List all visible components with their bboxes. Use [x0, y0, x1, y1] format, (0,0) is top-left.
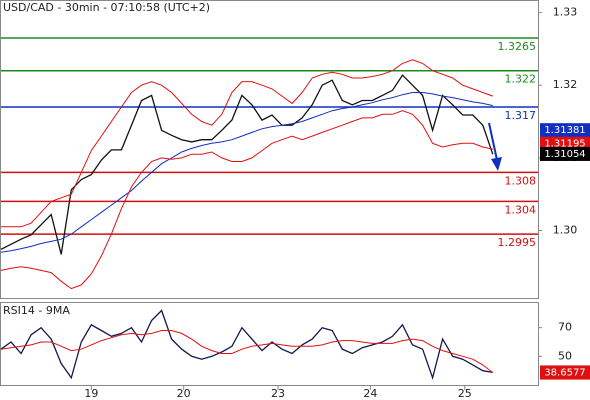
x-tick-label: 19 — [84, 387, 98, 400]
level-label: 1.322 — [505, 73, 537, 86]
y-tick-label: 1.30 — [553, 223, 578, 236]
chart-title: USD/CAD - 30min - 07:10:58 (UTC+2) — [3, 1, 210, 14]
y-tick-label: 50 — [558, 349, 572, 362]
x-tick-label: 24 — [363, 387, 377, 400]
series-line — [0, 330, 494, 373]
series-line — [0, 74, 494, 255]
price-label-box — [540, 365, 590, 380]
price-label: 1.31195 — [544, 139, 585, 150]
x-tick-label: 23 — [271, 387, 285, 400]
trend-arrow — [488, 122, 498, 161]
series-line — [1, 59, 493, 228]
price-label: 38.6577 — [544, 368, 585, 379]
level-label: 1.317 — [505, 109, 537, 122]
y-tick-label: 70 — [558, 321, 572, 334]
price-label: 1.31381 — [544, 125, 585, 136]
level-label: 1.304 — [505, 203, 537, 216]
price-label-box — [540, 123, 590, 138]
series-line — [0, 309, 493, 381]
price-label-box — [540, 146, 590, 161]
series-line — [0, 92, 493, 253]
level-label: 1.308 — [505, 174, 537, 187]
price-panel — [0, 0, 539, 299]
price-label: 1.31054 — [544, 149, 585, 160]
x-tick-label: 25 — [458, 387, 472, 400]
trend-arrow-head — [491, 157, 502, 171]
level-label: 1.2995 — [498, 236, 537, 249]
x-tick-label: 20 — [177, 387, 191, 400]
y-tick-label: 1.33 — [553, 6, 578, 19]
rsi-panel — [0, 302, 539, 386]
rsi-title: RSI14 - 9MA — [3, 304, 70, 317]
layers: 1.331.321.311.3019202324251.32651.3221.3… — [0, 6, 590, 400]
series-line — [0, 110, 493, 290]
level-label: 1.3265 — [498, 40, 537, 53]
y-tick-label: 1.32 — [553, 78, 578, 91]
